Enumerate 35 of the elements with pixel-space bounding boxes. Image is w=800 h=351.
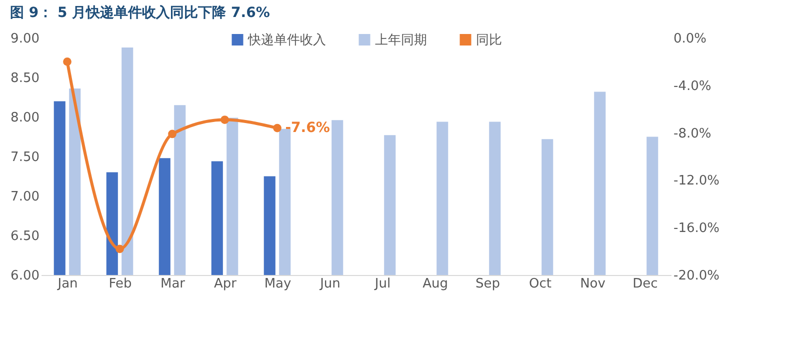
point [168, 130, 176, 138]
x-tick-label: Aug [422, 276, 448, 292]
y2-tick-label: -8.0% [674, 126, 712, 142]
y2-tick-label: 0.0% [674, 32, 707, 46]
data-label: -7.6% [285, 120, 330, 136]
x-tick-label: Feb [108, 276, 132, 292]
x-tick-label: May [264, 276, 292, 292]
x-tick-label: Sep [475, 276, 500, 292]
legend-label: 同比 [476, 32, 502, 48]
point [273, 124, 282, 132]
point [116, 244, 124, 254]
y-tick-label: 7.00 [10, 190, 40, 204]
chart-title: 图 9： 5 月快递单件收入同比下降 7.6% [10, 4, 270, 21]
legend-label: 上年同期 [375, 32, 427, 48]
x-tick-label: Mar [160, 276, 186, 292]
x-tick-label: Jul [374, 276, 391, 292]
y-tick-label: 8.50 [10, 71, 40, 86]
y2-tick-label: -16.0% [674, 221, 720, 236]
y2-tick-label: -20.0% [674, 268, 720, 284]
x-tick-label: Jun [319, 276, 340, 292]
y-tick-label: 8.00 [10, 110, 40, 126]
point [63, 58, 72, 66]
point [220, 116, 229, 124]
y-tick-label: 6.50 [10, 229, 40, 244]
legend-label: 快递单件收入 [247, 32, 326, 48]
y-tick-label: 6.00 [10, 268, 40, 284]
y2-tick-label: -4.0% [674, 78, 712, 94]
x-tick-label: Jan [56, 276, 78, 292]
x-tick-label: Dec [632, 276, 658, 292]
x-tick-label: Oct [529, 276, 552, 292]
x-tick-label: Apr [214, 276, 238, 292]
y-tick-label: 7.50 [10, 150, 40, 165]
y2-tick-label: -12.0% [674, 174, 720, 189]
x-tick-label: Nov [580, 276, 606, 292]
y-tick-label: 9.00 [10, 32, 40, 46]
